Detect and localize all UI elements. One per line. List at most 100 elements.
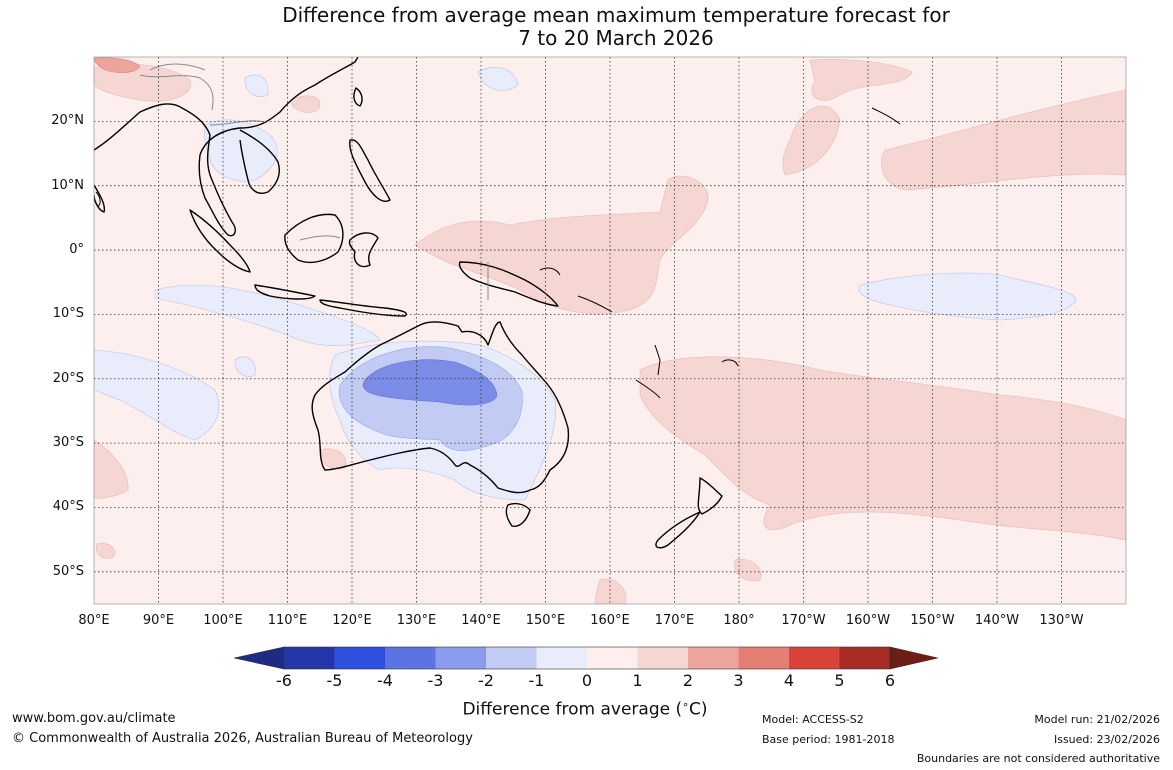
cool-region-west-indian-ocean xyxy=(94,349,220,441)
colorbar-extend-high xyxy=(889,646,939,670)
cool-region-south-china xyxy=(244,74,269,97)
coastline-new-guinea xyxy=(458,261,559,307)
model-run-text: Model run: 21/02/2026 xyxy=(1034,713,1160,726)
coastline-new-zealand-south xyxy=(655,511,701,549)
longitude-label: 160°E xyxy=(590,613,630,628)
colorbar-swatch xyxy=(839,647,891,669)
longitude-label: 90°E xyxy=(142,613,175,628)
island-solomon xyxy=(577,295,613,313)
cool-region-mainland-southeast-asia xyxy=(203,119,278,182)
coastline-hainan-taiwan xyxy=(353,87,363,107)
islands xyxy=(95,107,901,399)
colorbar-tick-label: 5 xyxy=(834,671,845,690)
longitude-label: 100°E xyxy=(203,613,243,628)
title-line-2: 7 to 20 March 2026 xyxy=(518,26,714,50)
colorbar-tick-label: 0 xyxy=(581,671,593,690)
longitude-label: 170°W xyxy=(781,613,826,628)
warm-region-southern-ocean-2 xyxy=(734,558,762,582)
border-asia-3 xyxy=(149,63,206,71)
colorbar-tick-label: -6 xyxy=(276,671,292,690)
colorbar-swatch xyxy=(637,647,689,669)
coastline-sumatra xyxy=(189,209,251,273)
gridlines xyxy=(94,57,1126,604)
longitude-label: 180° xyxy=(723,613,755,628)
warm-region-southern-ocean-3 xyxy=(95,542,116,559)
coastlines xyxy=(94,57,723,549)
colorbar-swatch xyxy=(688,647,739,669)
colorbar-swatch xyxy=(435,647,487,669)
colorbar-swatch xyxy=(738,647,790,669)
colorbar-tick-label: -4 xyxy=(377,671,393,690)
colorbar-tick-label: -3 xyxy=(427,671,444,690)
warm-region-equatorial-pacific xyxy=(414,175,709,315)
colorbar-tick-label: -5 xyxy=(326,671,343,690)
warm-region-philippine-sea xyxy=(289,95,320,113)
warm-region-subtropical-pacific xyxy=(782,105,841,176)
colorbar-title: Difference from average (∘C) xyxy=(420,698,750,720)
cool-region-indian-ocean-band xyxy=(154,284,381,347)
coastline-tasmania xyxy=(505,502,531,527)
website-link[interactable]: www.bom.gov.au/climate xyxy=(12,711,176,726)
cool-region-north-pacific-small xyxy=(477,66,519,91)
longitude-label: 150°W xyxy=(910,613,955,628)
warm-region-southern-ocean xyxy=(594,578,627,604)
latitude-label: 20°N xyxy=(51,113,84,129)
latitude-label: 40°S xyxy=(52,499,84,515)
coastline-new-zealand-north xyxy=(697,477,723,515)
latitude-label: 10°N xyxy=(51,177,84,193)
warm-region-south-pacific xyxy=(639,356,1126,541)
latitude-label: 0° xyxy=(69,242,84,258)
title-line-1: Difference from average mean maximum tem… xyxy=(282,3,950,27)
coldest-region-central-australia xyxy=(362,359,498,406)
coastline-sulawesi xyxy=(348,232,379,268)
colorbar-tick-label: 4 xyxy=(783,671,795,690)
island-sri-lanka xyxy=(95,191,101,207)
island-bismarck xyxy=(539,267,561,276)
warm-region-northwest-pacific xyxy=(809,59,913,101)
colorbar-swatch xyxy=(536,647,588,669)
colorbar-swatch xyxy=(789,647,840,669)
cool-region-indian-small xyxy=(234,356,256,377)
map-frame xyxy=(93,56,1127,605)
longitude-label: 130°W xyxy=(1039,613,1084,628)
colorbar-tick-label: 2 xyxy=(682,671,694,690)
disclaimer-text: Boundaries are not considered authoritat… xyxy=(916,752,1160,765)
colorbar xyxy=(233,646,939,670)
border-borneo xyxy=(299,235,341,241)
colorbar-tick-label: 3 xyxy=(733,671,744,690)
colorbar-title-degree: ∘ xyxy=(682,698,689,711)
issued-text: Issued: 23/02/2026 xyxy=(1053,733,1160,746)
colorbar-tick-label: -2 xyxy=(478,671,494,690)
page-title: Difference from average mean maximum tem… xyxy=(0,4,1173,50)
longitude-label: 150°E xyxy=(525,613,566,628)
warm-anomaly-regions xyxy=(94,59,1126,604)
latitude-label: 30°S xyxy=(52,435,84,451)
latitude-label: 50°S xyxy=(52,563,84,579)
border-asia-2 xyxy=(209,120,266,126)
coastline-lesser-sunda xyxy=(319,299,407,317)
country-borders xyxy=(139,63,489,300)
hot-region-asia xyxy=(94,57,141,73)
colorbar-tick-label: 1 xyxy=(632,671,643,690)
longitude-label: 140°W xyxy=(974,613,1020,628)
model-text: Model: ACCESS-S2 xyxy=(762,713,864,726)
coastline-indochina xyxy=(239,129,280,194)
latitude-label: 20°S xyxy=(52,370,84,386)
colorbar-title-unit: C) xyxy=(689,699,708,720)
border-asia-1 xyxy=(139,74,214,111)
island-new-caledonia xyxy=(635,379,661,399)
longitude-label: 170°E xyxy=(654,613,695,628)
longitude-label: 110°E xyxy=(267,613,308,628)
island-fiji xyxy=(721,359,739,367)
colorbar-tick-label: -1 xyxy=(528,671,545,690)
latitude-label: 10°S xyxy=(52,306,84,322)
copyright-text: © Commonwealth of Australia 2026, Austra… xyxy=(12,731,473,746)
longitude-label: 160°W xyxy=(845,613,891,628)
base-period-text: Base period: 1981-2018 xyxy=(762,733,895,746)
colorbar-extend-low xyxy=(233,646,285,670)
colorbar-swatch xyxy=(486,647,537,669)
colorbar-tick-label: 6 xyxy=(884,671,896,690)
warm-region-west-indian-ocean xyxy=(94,439,129,499)
longitude-label: 80°E xyxy=(78,613,110,628)
